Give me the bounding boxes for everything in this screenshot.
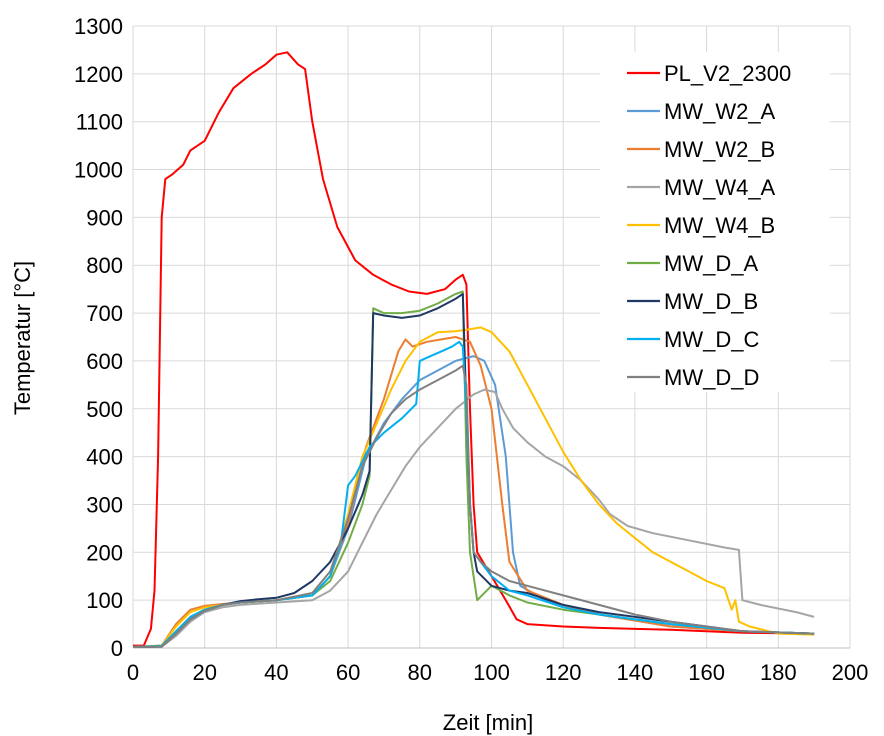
x-tick-label: 180 (760, 660, 797, 685)
y-tick-label: 900 (86, 205, 123, 230)
y-tick-label: 600 (86, 349, 123, 374)
y-tick-label: 500 (86, 397, 123, 422)
y-tick-label: 1300 (74, 14, 123, 39)
series-line-mw-d-d (132, 364, 815, 648)
legend-label: MW_D_A (664, 251, 758, 276)
x-tick-label: 80 (408, 660, 432, 685)
series-line-pl-v2-2300 (133, 51, 815, 647)
x-tick-label: 100 (473, 660, 510, 685)
y-tick-label: 800 (86, 253, 123, 278)
x-tick-label: 160 (688, 660, 725, 685)
y-axis-title: Temperatur [°C] (10, 261, 35, 415)
legend-background (600, 52, 830, 392)
legend-label: MW_W2_B (664, 137, 775, 162)
y-tick-label: 1200 (74, 62, 123, 87)
legend-label: MW_W4_B (664, 213, 775, 238)
legend-label: MW_W2_A (664, 99, 776, 124)
y-tick-label: 1000 (74, 158, 123, 183)
y-tick-label: 700 (86, 301, 123, 326)
x-tick-label: 20 (192, 660, 216, 685)
x-tick-label: 120 (545, 660, 582, 685)
legend-label: MW_W4_A (664, 175, 776, 200)
x-tick-label: 40 (264, 660, 288, 685)
y-tick-label: 100 (86, 588, 123, 613)
y-tick-label: 400 (86, 445, 123, 470)
y-tick-label: 200 (86, 540, 123, 565)
tick-labels: 0100200300400500600700800900100011001200… (74, 14, 868, 685)
legend-label: PL_V2_2300 (664, 61, 791, 86)
y-tick-label: 1100 (76, 110, 123, 135)
legend-label: MW_D_D (664, 365, 759, 390)
y-tick-label: 0 (111, 636, 123, 661)
x-tick-label: 200 (832, 660, 869, 685)
legend: PL_V2_2300 MW_W2_A MW_W2_B MW_W4_A MW_W4_B MW… (600, 52, 830, 392)
series-line-mw-w4-a (132, 388, 815, 648)
y-tick-label: 300 (86, 492, 123, 517)
legend-label: MW_D_B (664, 289, 758, 314)
legend-label: MW_D_C (664, 327, 759, 352)
x-tick-label: 0 (127, 660, 139, 685)
x-tick-label: 60 (336, 660, 360, 685)
x-axis-title: Zeit [min] (443, 710, 533, 735)
x-tick-label: 140 (617, 660, 654, 685)
series-lines (132, 51, 815, 648)
